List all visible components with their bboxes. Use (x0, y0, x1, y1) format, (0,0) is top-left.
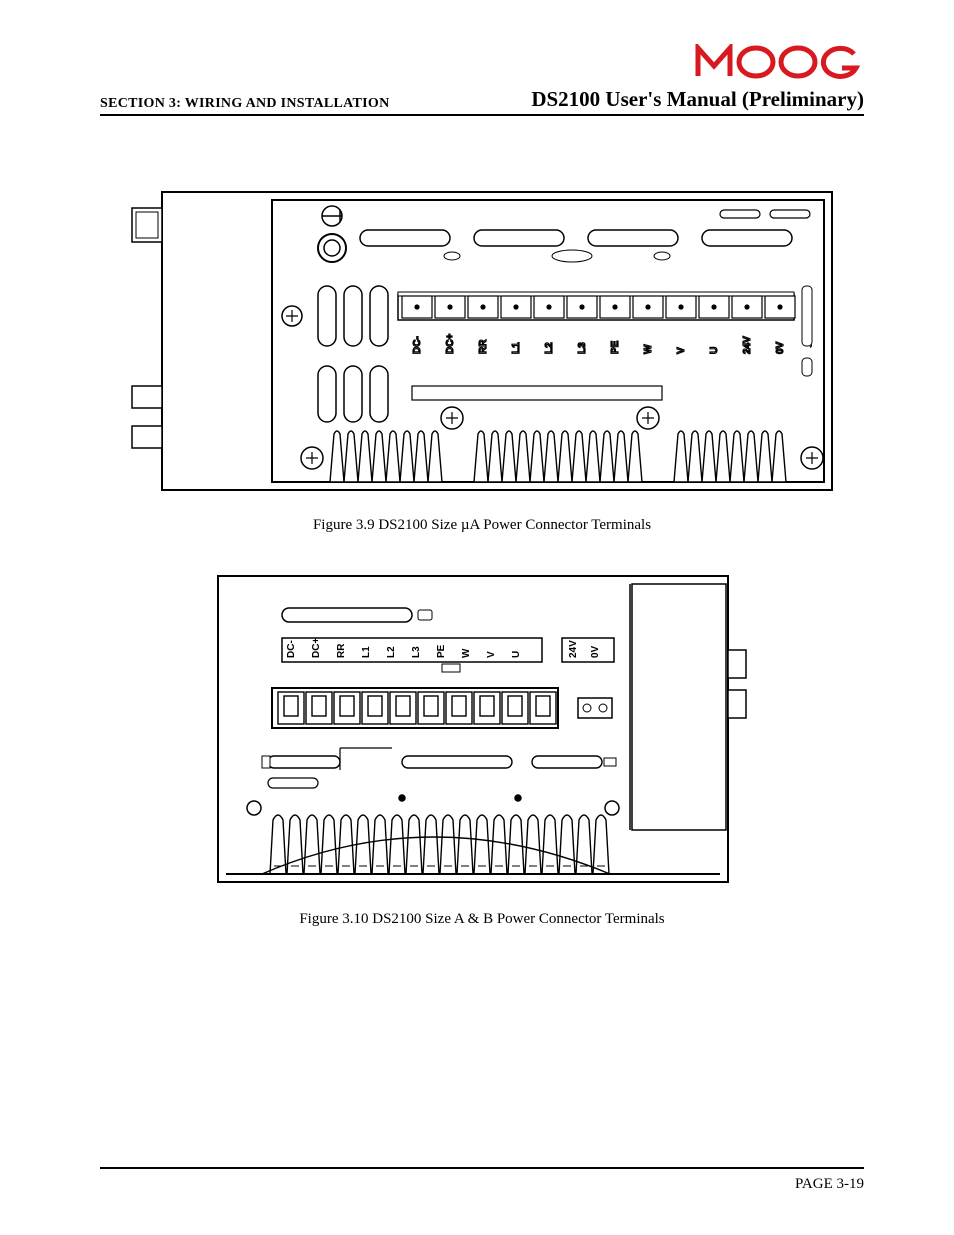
page: SECTION 3: WIRING AND INSTALLATION (0, 0, 954, 1235)
terminal-label: 0V (590, 645, 601, 658)
figure-3-9-caption: Figure 3.9 DS2100 Size µA Power Connecto… (100, 517, 864, 534)
manual-title: DS2100 User's Manual (Preliminary) (531, 87, 864, 112)
terminal-label: L3 (411, 646, 422, 658)
section-label: SECTION 3: WIRING AND INSTALLATION (100, 96, 389, 112)
terminal-label: DC+ (311, 638, 322, 658)
terminal-label: 24V (742, 336, 753, 354)
terminal-label: L3 (577, 342, 588, 354)
terminal-label: 0V (775, 341, 786, 354)
terminal-label: DC- (286, 640, 297, 658)
terminal-label: L2 (386, 646, 397, 658)
page-number: PAGE 3-19 (795, 1176, 864, 1193)
moog-logo (694, 44, 864, 85)
figure-3-10-caption: Figure 3.10 DS2100 Size A & B Power Conn… (100, 911, 864, 928)
footer-rule (100, 1167, 864, 1169)
terminal-label: DC+ (445, 334, 456, 354)
terminal-label: PE (436, 644, 447, 658)
terminal-label: W (461, 648, 472, 658)
terminal-label: DC- (412, 336, 423, 354)
terminal-label: U (709, 347, 720, 354)
terminal-label: L1 (361, 646, 372, 658)
terminal-label: RR (478, 339, 489, 354)
terminal-label: V (676, 347, 687, 354)
terminal-label: 24V (568, 640, 579, 658)
terminal-label: L1 (511, 342, 522, 354)
page-header: SECTION 3: WIRING AND INSTALLATION (100, 44, 864, 116)
figure-3-9: DC-DC+RRL1L2L3PEWVU24V0V J6 (100, 186, 864, 534)
title-block: DS2100 User's Manual (Preliminary) (531, 44, 864, 112)
terminal-label: U (511, 651, 522, 658)
figure-3-10: DC- DC+ RR L1 L2 L3 PE W V U 24V 0V Figure 3.10 DS2… (100, 570, 864, 928)
figure-3-10-diagram: DC- DC+ RR L1 L2 L3 PE W V U 24V 0V (212, 570, 752, 895)
terminal-label: W (643, 344, 654, 354)
terminal-label: RR (336, 643, 347, 658)
terminal-label: L2 (544, 342, 555, 354)
figure-3-9-diagram: DC-DC+RRL1L2L3PEWVU24V0V J6 (122, 186, 842, 501)
terminal-label: V (486, 651, 497, 658)
terminal-label: PE (610, 340, 621, 354)
